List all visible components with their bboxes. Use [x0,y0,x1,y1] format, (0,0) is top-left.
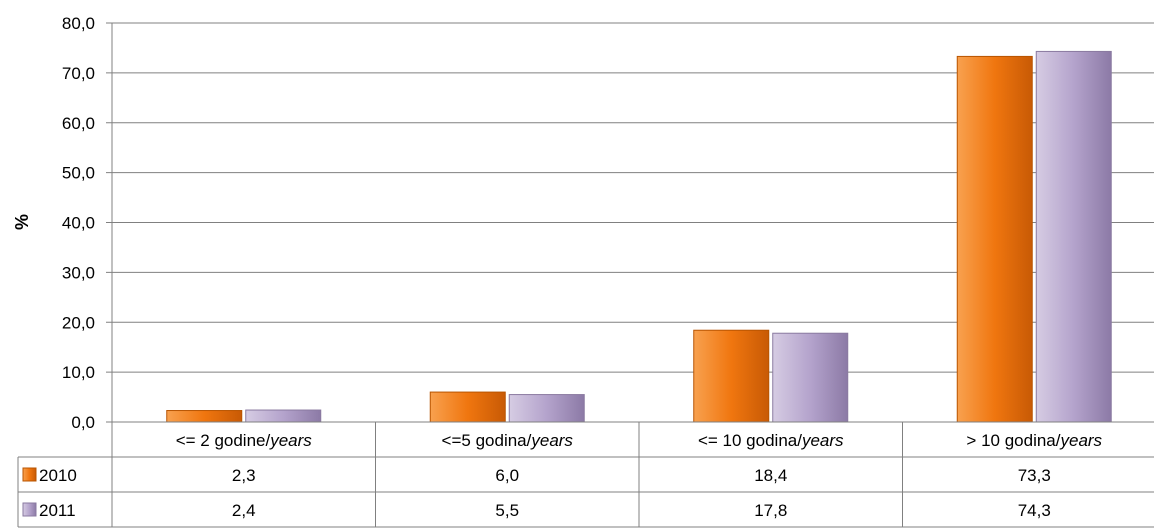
bar-2010-0 [166,410,243,423]
y-tick-label: 60,0 [62,114,95,133]
y-tick-label: 30,0 [62,263,95,282]
bar-2011-0 [245,409,322,423]
x-category-label: <= 2 godine/years [176,431,313,450]
x-category-main: <=5 godina/ [442,431,532,450]
y-tick-label: 0,0 [71,413,95,432]
series-label: 2010 [39,466,77,485]
data-label: 18,4 [754,466,787,485]
x-category-label: <= 10 godina/years [698,431,844,450]
legend-swatch-2011 [22,502,37,517]
data-label: 2,3 [232,466,256,485]
bar-2010-2 [693,329,770,423]
y-tick-label: 80,0 [62,14,95,33]
x-category-label: <=5 godina/years [442,431,574,450]
bar-2010-3 [956,55,1033,423]
y-tick-label: 50,0 [62,164,95,183]
bar-2011-1 [508,394,585,423]
data-label: 73,3 [1018,466,1051,485]
x-category-label: > 10 godina/years [966,431,1102,450]
x-category-main: <= 10 godina/ [698,431,802,450]
x-category-italic: years [269,431,312,450]
bars [166,50,1112,423]
bar-2011-3 [1035,50,1112,423]
y-axis-label: % [12,214,32,230]
gridlines [106,22,1154,423]
y-tick-label: 40,0 [62,214,95,233]
data-label: 6,0 [495,466,519,485]
data-table: <= 2 godine/years <=5 godina/years <= 10 g… [17,421,1154,528]
bar-2011-2 [772,332,849,423]
data-label: 17,8 [754,501,787,520]
x-category-italic: years [801,431,844,450]
x-category-italic: years [1059,431,1102,450]
y-tick-label: 20,0 [62,313,95,332]
x-category-italic: years [530,431,573,450]
data-label: 2,4 [232,501,256,520]
series-label: 2011 [39,501,76,520]
legend-swatch-2010 [22,467,37,482]
y-tick-label: 70,0 [62,64,95,83]
x-category-main: <= 2 godine/ [176,431,271,450]
y-axis-ticks: 0,0 10,0 20,0 30,0 40,0 50,0 60,0 70,0 80,0 [62,14,95,432]
bar-2010-1 [429,391,506,423]
data-label: 5,5 [495,501,519,520]
data-label: 74,3 [1018,501,1051,520]
y-tick-label: 10,0 [62,363,95,382]
x-category-main: > 10 godina/ [966,431,1060,450]
